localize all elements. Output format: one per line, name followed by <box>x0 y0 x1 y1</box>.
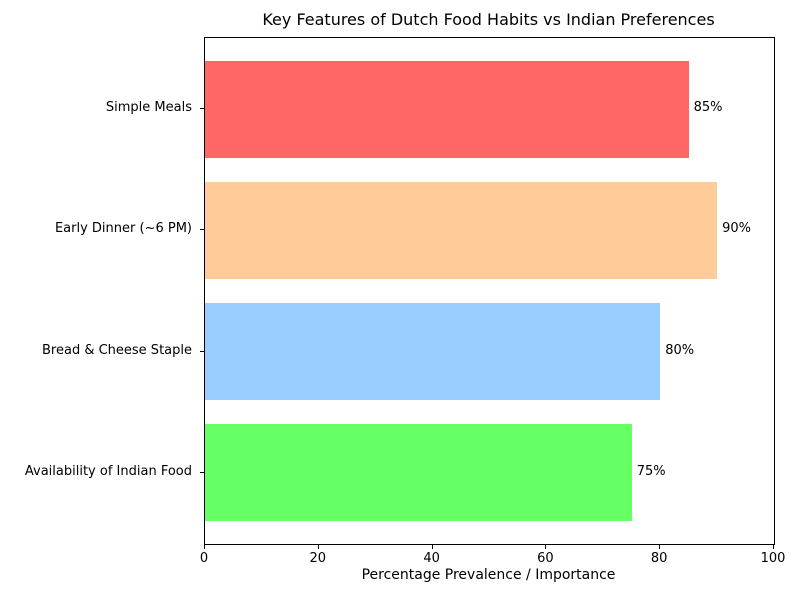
bar <box>205 61 689 158</box>
x-tick-mark <box>545 545 547 549</box>
x-tick-mark <box>317 545 319 549</box>
x-tick-mark <box>659 545 661 549</box>
y-tick-mark <box>200 229 204 231</box>
y-category-label: Availability of Indian Food <box>24 463 192 479</box>
x-tick-label: 60 <box>537 551 554 566</box>
bar-value-label: 90% <box>722 221 751 237</box>
x-tick-label: 100 <box>760 551 786 566</box>
x-tick-label: 20 <box>309 551 327 566</box>
x-tick-mark <box>204 545 205 549</box>
y-tick-mark <box>200 350 204 352</box>
bar-value-label: 85% <box>693 100 723 116</box>
x-tick-label: 80 <box>650 551 668 566</box>
y-tick-mark <box>200 108 204 110</box>
bar <box>205 303 661 400</box>
y-category-label: Simple Meals <box>105 100 192 116</box>
bar <box>205 182 718 279</box>
x-tick-mark <box>431 545 433 549</box>
y-category-label: Bread & Cheese Staple <box>42 342 192 358</box>
bar-value-label: 75% <box>636 463 666 479</box>
bar-value-label: 80% <box>665 342 695 358</box>
chart-title: Key Features of Dutch Food Habits vs Ind… <box>262 10 715 29</box>
x-tick-label: 40 <box>423 551 440 566</box>
x-tick-label: 0 <box>199 551 209 566</box>
x-tick-mark <box>773 545 774 549</box>
plot-area <box>204 37 775 545</box>
y-category-label: Early Dinner (~6 PM) <box>54 221 192 237</box>
bar <box>205 424 632 521</box>
y-tick-mark <box>200 471 204 473</box>
x-axis-label: Percentage Prevalence / Importance <box>361 567 616 583</box>
